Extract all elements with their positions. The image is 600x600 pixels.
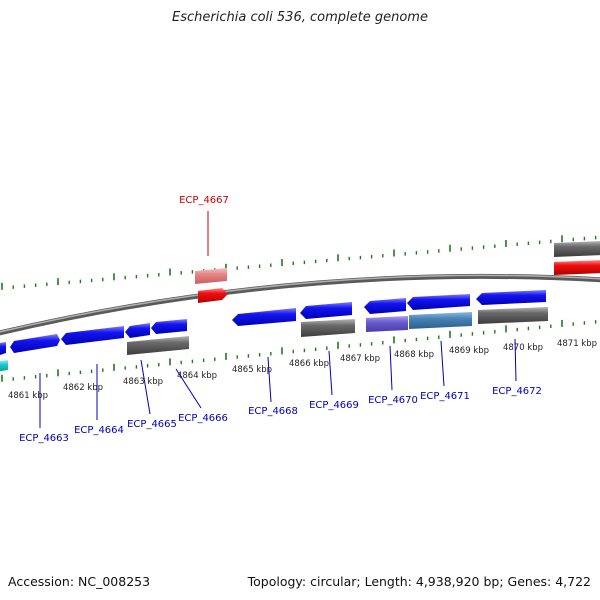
gene-label-ecp-4666[interactable]: ECP_4666 <box>178 413 228 424</box>
gene-arrow[interactable] <box>125 323 150 338</box>
kbp-label: 4870 kbp <box>503 343 543 353</box>
gene-arrow[interactable] <box>301 319 355 337</box>
gene-arrow[interactable] <box>478 307 548 324</box>
kbp-label: 4864 kbp <box>177 371 217 381</box>
topology-text: Topology: circular; Length: 4,938,920 bp… <box>247 574 591 589</box>
accession-text: Accession: NC_008253 <box>8 574 151 589</box>
kbp-label: 4869 kbp <box>449 346 489 356</box>
gene-label-ecp-4669[interactable]: ECP_4669 <box>309 400 359 411</box>
kbp-label: 4862 kbp <box>63 383 103 393</box>
kbp-label: 4871 kbp <box>557 339 597 349</box>
gene-arrow[interactable] <box>195 268 227 284</box>
gene-label-ecp-4671[interactable]: ECP_4671 <box>420 391 470 402</box>
gene-label-ecp-4672[interactable]: ECP_4672 <box>492 386 542 397</box>
genome-title: Escherichia coli 536, complete genome <box>172 10 428 25</box>
gene-arrow[interactable] <box>0 342 6 355</box>
gene-arrow[interactable] <box>554 260 600 275</box>
kbp-label: 4867 kbp <box>340 354 380 364</box>
gene-arrow[interactable] <box>10 334 60 353</box>
gene-arrow[interactable] <box>232 308 296 326</box>
gene-arrow[interactable] <box>407 294 470 310</box>
upper-scale-ticks <box>1 235 597 290</box>
gene-label-ecp-4670[interactable]: ECP_4670 <box>368 395 418 406</box>
kbp-label: 4865 kbp <box>232 365 272 375</box>
kbp-scale-labels: 4861 kbp 4862 kbp 4863 kbp 4864 kbp 4865 kbp… <box>8 339 597 401</box>
gene-arrow[interactable] <box>476 290 546 305</box>
gene-label-ecp-4665[interactable]: ECP_4665 <box>127 419 177 430</box>
gene-arrow[interactable] <box>198 288 228 303</box>
genome-backbone-highlight <box>0 274 600 333</box>
gene-label-ecp-4667[interactable]: ECP_4667 <box>179 195 229 206</box>
gene-arrow[interactable] <box>554 241 600 257</box>
reverse-strand-genes <box>0 290 548 372</box>
genome-backbone <box>0 273 600 336</box>
gene-arrow[interactable] <box>366 316 408 332</box>
kbp-label: 4863 kbp <box>123 377 163 387</box>
gene-arrow[interactable] <box>151 319 187 334</box>
gene-label-ecp-4668[interactable]: ECP_4668 <box>248 406 298 417</box>
gene-leader-lines <box>39 211 517 428</box>
gene-arrow[interactable] <box>300 302 352 319</box>
gene-label-ecp-4663[interactable]: ECP_4663 <box>19 433 69 444</box>
forward-strand-genes <box>195 241 600 303</box>
gene-label-ecp-4664[interactable]: ECP_4664 <box>74 425 124 436</box>
gene-arrow[interactable] <box>127 336 189 355</box>
kbp-label: 4866 kbp <box>289 359 329 369</box>
gene-arrow[interactable] <box>364 298 406 314</box>
gene-arrow[interactable] <box>409 312 472 329</box>
gene-arrow[interactable] <box>61 326 124 345</box>
gene-arrow[interactable] <box>0 360 8 372</box>
kbp-label: 4861 kbp <box>8 391 48 401</box>
lower-scale-ticks <box>1 319 597 382</box>
kbp-label: 4868 kbp <box>394 350 434 360</box>
